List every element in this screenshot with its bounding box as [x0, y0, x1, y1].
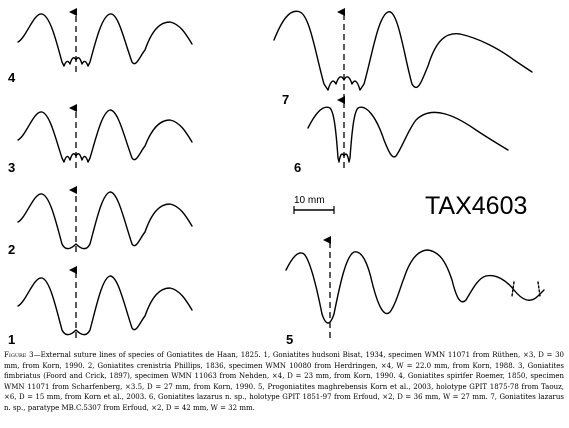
specimen-label-6: 6 [294, 160, 301, 175]
suture-line-6 [307, 96, 509, 168]
caption-lead: Figure 3 [4, 351, 34, 359]
watermark-text: TAX4603 [425, 192, 527, 220]
figure-caption: Figure 3—External suture lines of specie… [4, 350, 564, 413]
suture-line-5 [285, 236, 545, 338]
suture-line-1 [17, 266, 193, 338]
specimen-label-5: 5 [286, 332, 293, 347]
suture-line-7 [273, 8, 533, 100]
specimen-label-1: 1 [8, 332, 15, 347]
specimen-label-4: 4 [8, 70, 16, 85]
specimen-label-3: 3 [8, 160, 15, 175]
suture-line-2 [17, 186, 193, 252]
scale-bar-label: 10 mm [294, 195, 325, 206]
suture-line-4 [17, 8, 193, 72]
caption-body: —External suture lines of species of Gon… [4, 351, 564, 412]
specimen-label-7: 7 [282, 92, 289, 107]
suture-line-3 [17, 104, 193, 168]
scale-bar: 10 mm [293, 195, 335, 214]
specimen-label-2: 2 [8, 242, 15, 257]
